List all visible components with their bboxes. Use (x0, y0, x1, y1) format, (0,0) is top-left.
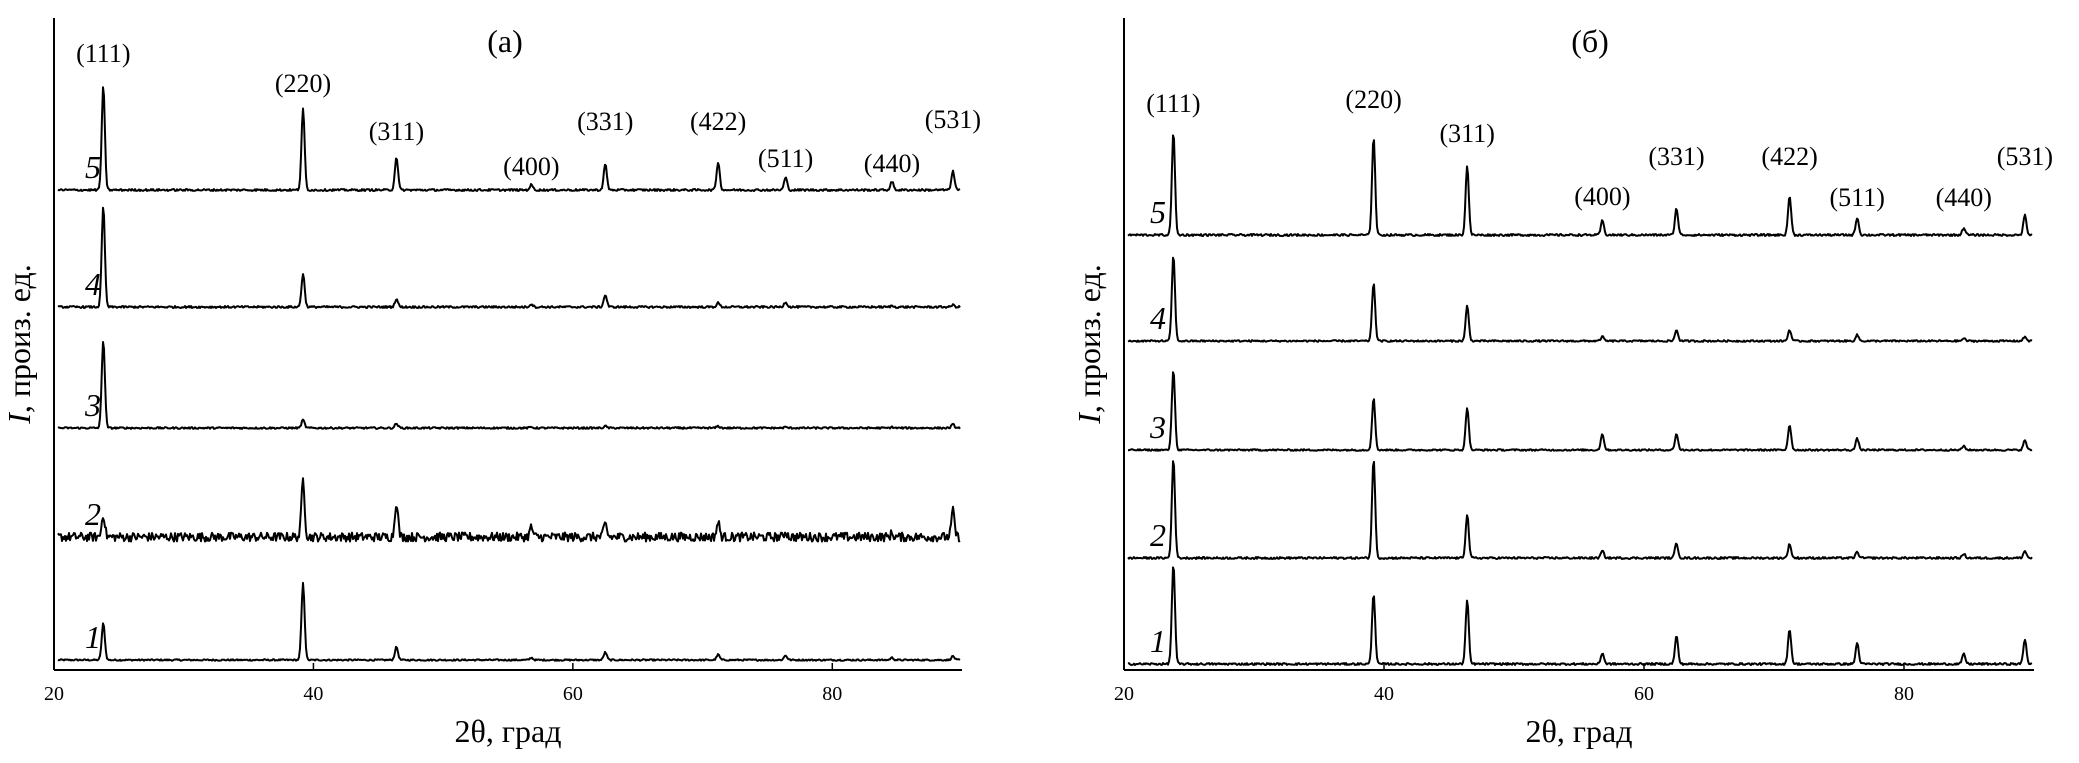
series-3-line (57, 341, 961, 430)
series-2-line (1127, 460, 2033, 560)
hkl-label: (531) (1997, 142, 2053, 171)
hkl-label: (511) (758, 144, 813, 173)
panel-label: (а) (487, 23, 523, 59)
series-4-line (57, 206, 961, 309)
series-5-line (1127, 134, 2033, 237)
series-1-line (1127, 566, 2033, 666)
hkl-label: (422) (690, 107, 746, 136)
x-axis-label: 2θ, град (455, 713, 562, 749)
y-axis-label: I, произ. ед. (1071, 264, 1107, 425)
hkl-label: (311) (369, 117, 424, 146)
hkl-label: (422) (1761, 142, 1817, 171)
series-5-line (57, 86, 961, 192)
panel-a: 20 40 60 80 2θ, град I, произ. ед. (а) (111) (22… (1, 18, 981, 749)
hkl-label: (531) (925, 105, 981, 134)
series-5-label: 5 (1150, 194, 1166, 230)
x-tick-label: 60 (563, 683, 583, 705)
series-2-label: 2 (1150, 517, 1166, 553)
hkl-label: (111) (76, 39, 130, 68)
panel-b: 20 40 60 80 2θ, град I, произ. ед. (б) (111) (22… (1071, 18, 2053, 749)
hkl-label: (111) (1146, 89, 1200, 118)
series-3-line (1127, 371, 2033, 452)
series-5-label: 5 (85, 149, 101, 185)
hkl-label: (400) (1574, 182, 1630, 211)
x-tick-label: 20 (44, 683, 64, 705)
series-1-label: 1 (1150, 623, 1166, 659)
hkl-label: (311) (1440, 119, 1495, 148)
series-4-line (1127, 256, 2033, 343)
series-3-label: 3 (1149, 409, 1166, 445)
series-4-label: 4 (85, 266, 101, 302)
panel-label: (б) (1571, 23, 1609, 59)
series-3-label: 3 (84, 387, 101, 423)
hkl-label: (331) (577, 107, 633, 136)
hkl-label: (220) (1345, 85, 1401, 114)
hkl-label: (331) (1648, 142, 1704, 171)
x-tick-label: 40 (1374, 683, 1394, 705)
x-tick-label: 60 (1634, 683, 1654, 705)
series-2-label: 2 (85, 496, 101, 532)
series-1-line (57, 581, 961, 662)
x-tick-label: 40 (303, 683, 323, 705)
series-4-label: 4 (1150, 300, 1166, 336)
hkl-label: (440) (1936, 183, 1992, 212)
series-2-line (57, 477, 961, 543)
x-tick-label: 80 (1894, 683, 1914, 705)
x-tick-label: 80 (822, 683, 842, 705)
series-1-label: 1 (85, 619, 101, 655)
y-axis-label: I, произ. ед. (1, 264, 37, 425)
hkl-label: (220) (275, 69, 331, 98)
hkl-label: (400) (503, 152, 559, 181)
hkl-label: (440) (864, 149, 920, 178)
hkl-label: (511) (1830, 183, 1885, 212)
x-axis-label: 2θ, град (1526, 713, 1633, 749)
x-tick-label: 20 (1114, 683, 1134, 705)
